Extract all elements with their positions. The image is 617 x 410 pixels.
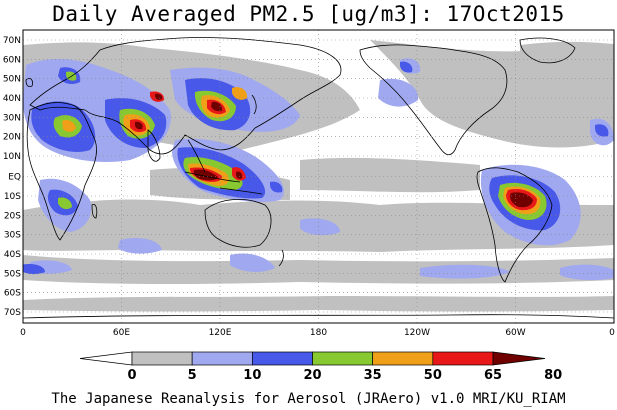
colorbar-label: 5: [188, 368, 197, 383]
colorbar-label: 35: [364, 368, 382, 383]
colorbar-label: 0: [127, 368, 136, 383]
map-border: [22, 29, 615, 324]
colorbar-label: 80: [544, 368, 562, 383]
colorbar-segment: [372, 351, 434, 366]
lat-label: 10S: [4, 192, 21, 202]
colorbar-label: 20: [303, 368, 321, 383]
colorbar-segment: [79, 351, 133, 366]
lat-label: 50N: [3, 75, 21, 85]
lat-label: 30S: [4, 231, 21, 241]
coastlines: [23, 37, 614, 319]
lon-label: 120W: [404, 328, 430, 338]
lon-label: 60E: [113, 328, 130, 338]
latitude-axis: 70N 60N 50N 40N 30N 20N 10N EQ 10S 20S 3…: [3, 36, 21, 318]
graticule: [23, 30, 614, 323]
lat-label: 20S: [4, 211, 21, 221]
lat-label: 50S: [4, 269, 21, 279]
longitude-axis: 0 60E 120E 180 120W 60W 0: [20, 328, 615, 338]
lat-label: 30N: [3, 113, 21, 123]
lon-label: 60W: [505, 328, 525, 338]
lat-label: 60S: [4, 289, 21, 299]
colorbar-segment: [312, 351, 374, 366]
colorbar-label: 50: [424, 368, 442, 383]
map-title: Daily Averaged PM2.5 [ug/m3]: 17Oct2015: [52, 2, 565, 26]
lat-label: 70S: [4, 308, 21, 318]
colorbar-label: 10: [243, 368, 261, 383]
lon-label: 0: [20, 328, 26, 338]
lat-label: 10N: [3, 152, 21, 162]
footer-credit: The Japanese Reanalysis for Aerosol (JRA…: [51, 391, 566, 407]
concentration-field: [23, 37, 614, 319]
lat-label: 20N: [3, 133, 21, 143]
colorbar-segment: [492, 351, 546, 366]
lon-label: 0: [609, 328, 615, 338]
colorbar-segment: [191, 351, 253, 366]
lat-label: 60N: [3, 55, 21, 65]
colorbar-segment: [131, 351, 193, 366]
lon-label: 120E: [209, 328, 232, 338]
lat-label: 40N: [3, 94, 21, 104]
lat-label: EQ: [8, 173, 21, 183]
lat-label: 40S: [4, 250, 21, 260]
lon-label: 180: [310, 328, 327, 338]
colorbar-segment: [432, 351, 494, 366]
lat-label: 70N: [3, 36, 21, 46]
colorbar-segment: [251, 351, 313, 366]
colorbar: 0 5 10 20 35 50 65 80: [79, 351, 562, 383]
colorbar-label: 65: [484, 368, 502, 383]
